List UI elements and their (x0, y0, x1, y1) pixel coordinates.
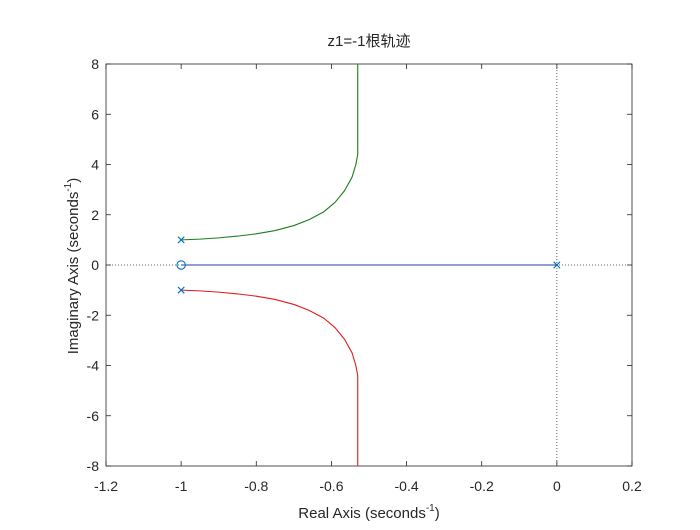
y-tick-label: 8 (91, 56, 99, 72)
x-axis-label-superscript: -1 (426, 503, 435, 514)
x-tick-label: -1 (175, 478, 188, 494)
plot-area: -1.2 -1 -0.8 -0.6 -0.4 -0.2 0 0.2 -8 -6 -4 -2 0 2 4 6 8 (87, 56, 642, 494)
pole-marker (177, 286, 185, 294)
x-tick-label: 0 (553, 478, 561, 494)
y-tick-label: 4 (91, 157, 99, 173)
locus-branch (181, 289, 359, 466)
x-axis-label: Real Axis (seconds-1) (298, 503, 439, 522)
x-tick-label: -0.8 (244, 478, 268, 494)
locus-branch (181, 64, 359, 241)
pole-marker (177, 236, 185, 244)
y-tick-label: -2 (87, 307, 100, 323)
y-tick-label: -8 (87, 458, 100, 474)
y-tick-label: 2 (91, 207, 99, 223)
x-tick-label: 0.2 (622, 478, 642, 494)
y-axis-label: Imaginary Axis (seconds-1) (63, 178, 82, 354)
y-tick-label: -6 (87, 408, 100, 424)
x-axis-label-text: Real Axis (seconds (298, 505, 426, 522)
y-axis-label-text: Imaginary Axis (seconds (65, 192, 82, 355)
y-tick-label: -4 (87, 358, 100, 374)
y-tick-label: 0 (91, 257, 99, 273)
zero-marker (176, 260, 186, 270)
y-tick-label: 6 (91, 106, 99, 122)
x-tick-label: -0.4 (395, 478, 419, 494)
x-tick-label: -1.2 (94, 478, 118, 494)
x-tick-label: -0.6 (319, 478, 343, 494)
x-tick-label: -0.2 (470, 478, 494, 494)
x-axis-label-close: ) (435, 505, 440, 522)
y-axis-label-close: ) (65, 178, 82, 183)
y-axis-label-superscript: -1 (63, 182, 74, 191)
pole-marker (553, 261, 561, 269)
chart-title: z1=-1根轨迹 (328, 33, 411, 50)
